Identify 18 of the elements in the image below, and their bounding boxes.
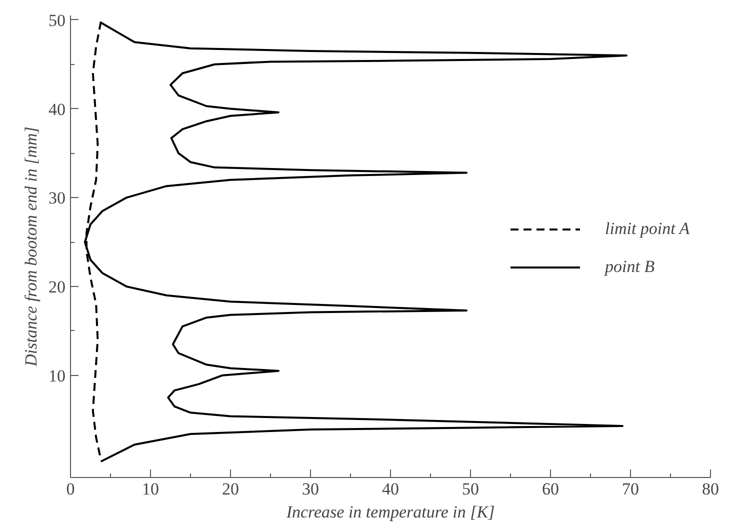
y-axis-title: Distance from bootom end in [mm] xyxy=(22,126,40,368)
legend-label: point B xyxy=(605,257,655,277)
x-tick-label: 50 xyxy=(462,480,479,498)
x-tick-label: 20 xyxy=(222,480,239,498)
x-tick-label: 80 xyxy=(702,480,719,498)
x-tick-label: 30 xyxy=(302,480,319,498)
x-tick-label: 40 xyxy=(382,480,399,498)
y-tick-label: 50 xyxy=(48,10,66,30)
y-tick-label: 10 xyxy=(48,366,66,386)
y-tick-label: 40 xyxy=(48,100,66,119)
x-tick-label: 60 xyxy=(542,480,559,498)
x-axis-title: Increase in temperature in [K] xyxy=(285,502,495,522)
x-tick-label: 0 xyxy=(66,480,75,498)
x-tick-label: 70 xyxy=(622,480,639,498)
x-tick-label: 10 xyxy=(142,480,159,498)
legend-label: limit point A xyxy=(605,219,690,239)
y-tick-label: 30 xyxy=(48,188,66,208)
y-tick-label: 20 xyxy=(48,277,66,296)
